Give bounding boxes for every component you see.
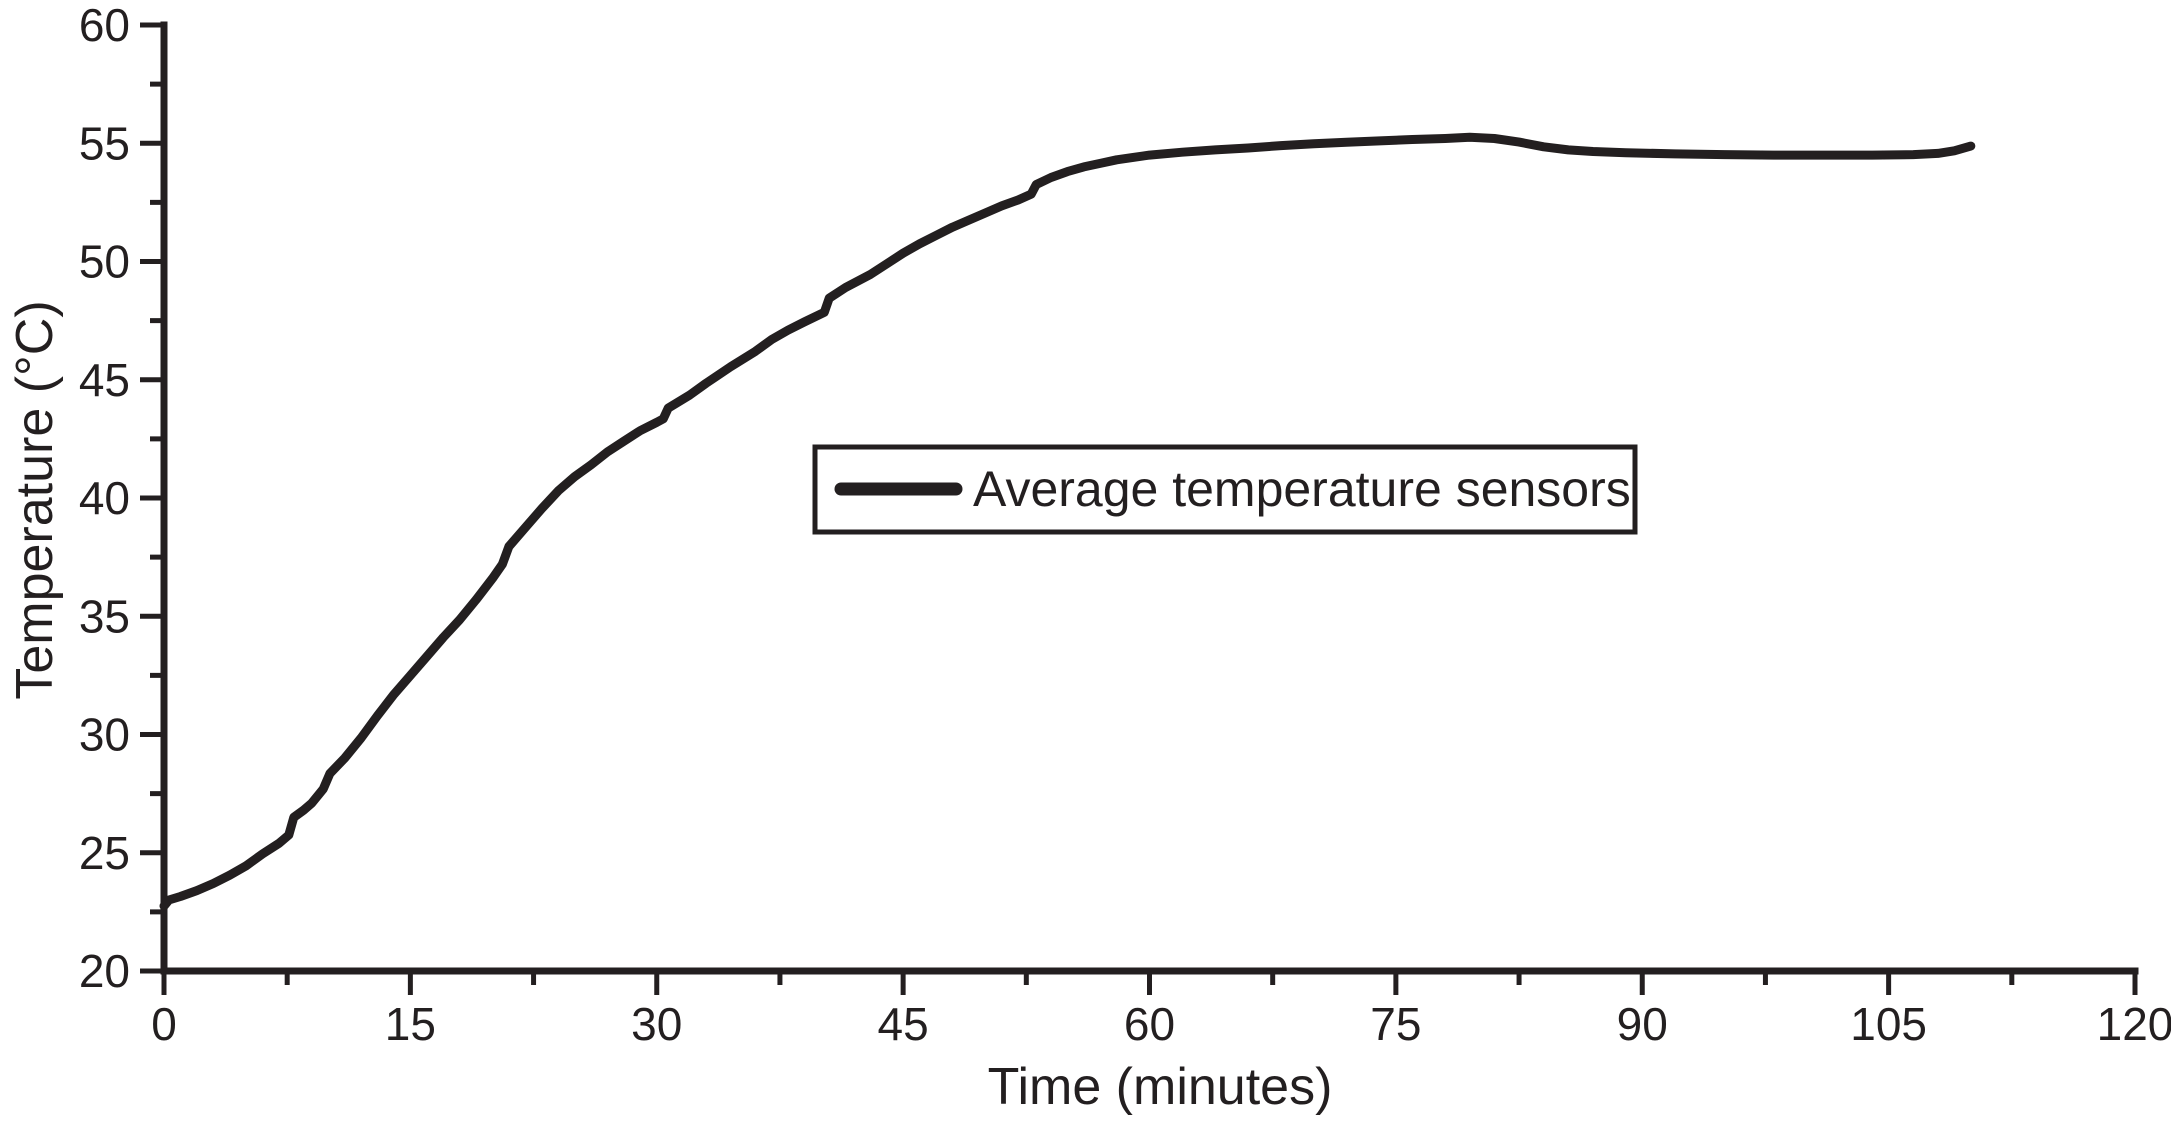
y-tick-label: 50: [79, 236, 130, 288]
x-tick-label: 90: [1617, 998, 1668, 1050]
x-tick-label: 105: [1850, 998, 1927, 1050]
legend: Average temperature sensors: [812, 444, 1638, 535]
x-tick-label: 45: [878, 998, 929, 1050]
y-axis-title: Temperature (°C): [6, 300, 64, 699]
y-tick-label: 60: [79, 0, 130, 51]
x-axis-title: Time (minutes): [988, 1058, 1333, 1116]
x-axis-tick-labels: 0 15 30 45 60 75 90 105 120: [151, 998, 2171, 1050]
y-tick-label: 25: [79, 827, 130, 879]
x-tick-label: 75: [1370, 998, 1421, 1050]
x-tick-label: 30: [631, 998, 682, 1050]
y-tick-label: 35: [79, 590, 130, 642]
x-axis-ticks: [161, 971, 2138, 995]
y-axis-tick-labels: 20 25 30 35 40 45 50 55 60: [79, 0, 130, 997]
y-axis-ticks: [140, 22, 164, 974]
y-tick-label: 20: [79, 945, 130, 997]
legend-entry-label: Average temperature sensors: [973, 461, 1631, 517]
y-tick-label: 30: [79, 709, 130, 761]
x-tick-label: 0: [151, 998, 177, 1050]
x-tick-label: 120: [2097, 998, 2171, 1050]
temperature-curve: [159, 132, 1976, 911]
y-tick-label: 45: [79, 354, 130, 406]
y-tick-label: 40: [79, 472, 130, 524]
x-tick-label: 60: [1124, 998, 1175, 1050]
x-tick-label: 15: [385, 998, 436, 1050]
y-tick-label: 55: [79, 117, 130, 169]
axis-spines: [160, 21, 2139, 975]
